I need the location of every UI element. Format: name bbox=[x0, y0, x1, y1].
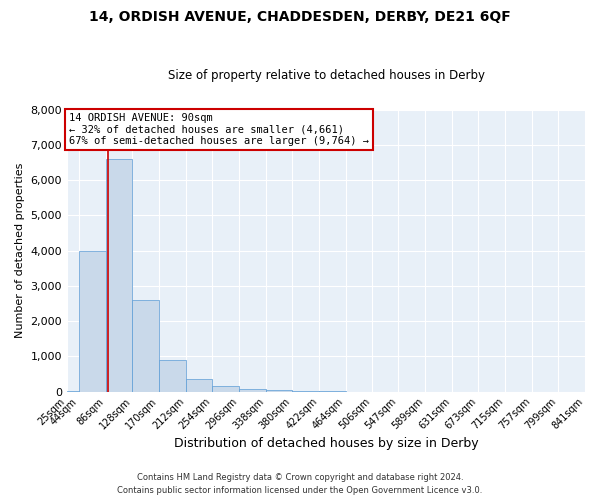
X-axis label: Distribution of detached houses by size in Derby: Distribution of detached houses by size … bbox=[174, 437, 478, 450]
Bar bbox=[67, 390, 79, 392]
Bar bbox=[239, 389, 266, 392]
Y-axis label: Number of detached properties: Number of detached properties bbox=[15, 163, 25, 338]
Text: Contains HM Land Registry data © Crown copyright and database right 2024.
Contai: Contains HM Land Registry data © Crown c… bbox=[118, 474, 482, 495]
Bar bbox=[186, 379, 212, 392]
Bar bbox=[159, 360, 186, 392]
Bar bbox=[106, 159, 133, 392]
Bar bbox=[133, 300, 159, 392]
Text: 14, ORDISH AVENUE, CHADDESDEN, DERBY, DE21 6QF: 14, ORDISH AVENUE, CHADDESDEN, DERBY, DE… bbox=[89, 10, 511, 24]
Bar bbox=[79, 250, 106, 392]
Text: 14 ORDISH AVENUE: 90sqm
← 32% of detached houses are smaller (4,661)
67% of semi: 14 ORDISH AVENUE: 90sqm ← 32% of detache… bbox=[69, 113, 369, 146]
Title: Size of property relative to detached houses in Derby: Size of property relative to detached ho… bbox=[167, 69, 485, 82]
Bar bbox=[212, 386, 239, 392]
Bar bbox=[292, 391, 319, 392]
Bar bbox=[266, 390, 292, 392]
